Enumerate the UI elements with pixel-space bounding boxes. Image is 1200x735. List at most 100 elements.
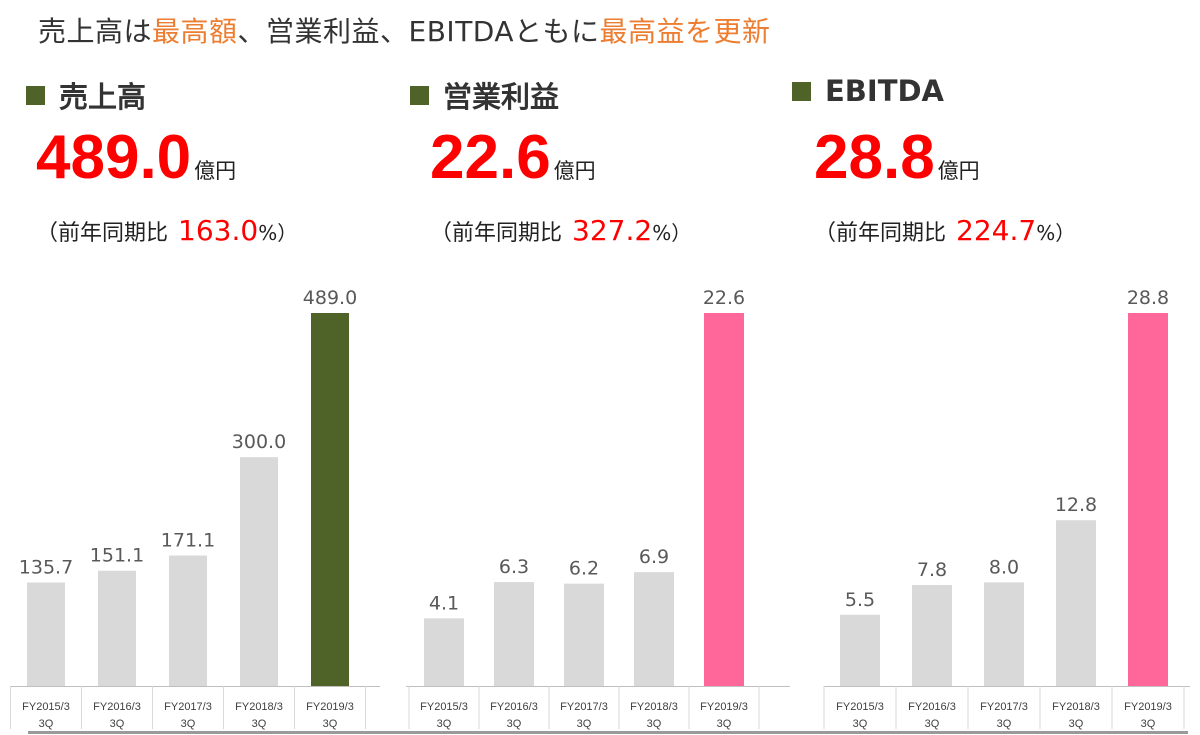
x-tick-label-line2: 3Q [39,718,54,730]
data-label: 6.2 [569,558,599,580]
yoy-value: 327.2 [572,214,653,247]
yoy-value: 224.7 [956,214,1037,247]
bottom-divider [28,731,1188,734]
bar [634,572,674,686]
data-label: 6.3 [499,556,529,578]
data-label: 300.0 [232,431,286,453]
data-label: 28.8 [1127,287,1169,309]
operating-profit-bar-chart: 4.1 FY2015/3 3Q 6.3 FY2016/3 3Q 6.2 FY2017/3 3Q 6… [406,287,790,730]
data-label: 151.1 [90,545,144,567]
metric-value: 22.6 [430,123,551,192]
data-label: 5.5 [845,589,875,611]
x-tick-label-line2: 3Q [997,718,1012,730]
x-tick-label-line2: 3Q [717,718,732,730]
metric-header: 売上高 [26,74,146,116]
x-tick-label: FY2019/3 [306,701,354,713]
data-label: 4.1 [429,592,459,614]
metric-unit: 億円 [194,159,237,183]
bar [1128,313,1168,686]
data-label: 22.6 [703,287,745,309]
metric-header: EBITDA [792,74,944,108]
data-label: 12.8 [1055,494,1097,516]
x-tick-label: FY2016/3 [490,701,538,713]
yoy-prefix: （前年同期比 [814,221,947,246]
bar [1056,520,1096,686]
yoy-value: 163.0 [178,214,259,247]
metric-value: 489.0 [36,123,192,192]
x-tick-label: FY2016/3 [908,701,956,713]
headline-value: 489.0 億円 [36,122,236,193]
data-label: 135.7 [19,556,73,578]
square-bullet-icon [26,85,45,105]
yoy-suffix: %） [1036,221,1076,245]
x-tick-label: FY2015/3 [836,701,884,713]
yoy-suffix: %） [652,221,692,245]
yoy-suffix: %） [258,221,298,245]
yoy-line: （前年同期比 163.0%） [36,214,297,247]
metric-unit: 億円 [937,159,980,183]
x-tick-label: FY2015/3 [22,701,70,713]
x-tick-label-line2: 3Q [577,718,592,730]
x-tick-label: FY2018/3 [235,701,283,713]
square-bullet-icon [410,85,429,105]
x-tick-label-line2: 3Q [252,718,267,730]
x-tick-label-line2: 3Q [181,718,196,730]
ebitda-bar-chart: 5.5 FY2015/3 3Q 7.8 FY2016/3 3Q 8.0 FY2017/3 3Q 1… [823,287,1190,730]
metric-value: 28.8 [814,123,935,192]
x-tick-label: FY2019/3 [1124,701,1172,713]
x-tick-label-line2: 3Q [110,718,125,730]
x-tick-label: FY2015/3 [420,701,468,713]
data-label: 7.8 [917,559,947,581]
x-tick-label-line2: 3Q [647,718,662,730]
title-highlight-2: 最高益を更新 [599,15,771,48]
x-tick-label: FY2017/3 [164,701,212,713]
bar [311,313,349,686]
bar [840,614,880,686]
metric-name: EBITDA [825,74,945,108]
yoy-prefix: （前年同期比 [36,221,169,246]
yoy-prefix: （前年同期比 [430,221,563,246]
metric-name: 営業利益 [443,80,560,114]
x-tick-label: FY2018/3 [630,701,678,713]
bar [424,618,464,686]
data-label: 489.0 [303,287,357,309]
x-tick-label: FY2017/3 [560,701,608,713]
headline-value: 22.6 億円 [430,122,596,193]
x-tick-label-line2: 3Q [925,718,940,730]
data-label: 8.0 [989,556,1019,578]
bar [27,582,65,686]
metric-header: 営業利益 [410,74,559,116]
x-tick-label-line2: 3Q [1141,718,1156,730]
yoy-line: （前年同期比 327.2%） [430,214,691,247]
data-label: 171.1 [161,529,215,551]
x-tick-label: FY2018/3 [1052,701,1100,713]
yoy-line: （前年同期比 224.7%） [814,214,1075,247]
page-title: 売上高は最高額、営業利益、EBITDAともに最高益を更新 [38,10,771,50]
headline-value: 28.8 億円 [814,122,980,193]
square-bullet-icon [792,81,811,101]
bar [240,457,278,686]
metric-unit: 億円 [553,159,596,183]
panel-operating-profit: 営業利益 22.6 億円 （前年同期比 327.2%） 4.1 FY2015/3 3Q 6… [398,0,793,735]
x-tick-label-line2: 3Q [1069,718,1084,730]
x-tick-label: FY2019/3 [700,701,748,713]
bar [169,555,207,686]
panel-ebitda: EBITDA 28.8 億円 （前年同期比 224.7%） 5.5 FY2015/3 3… [792,0,1200,735]
x-tick-label-line2: 3Q [853,718,868,730]
x-tick-label: FY2017/3 [980,701,1028,713]
bar [912,584,952,686]
revenue-bar-chart: 135.7 FY2015/3 3Q 151.1 FY2016/3 3Q 171.1 FY201… [10,287,380,730]
panel-revenue: 売上高 489.0 億円 （前年同期比 163.0%） 135.7 FY2015/3 3… [0,0,395,735]
x-tick-label-line2: 3Q [437,718,452,730]
data-label: 6.9 [639,546,669,568]
x-tick-label-line2: 3Q [507,718,522,730]
bar [704,313,744,686]
title-part-3: 、営業利益、EBITDAともに [237,15,600,48]
title-highlight-1: 最高額 [152,15,238,48]
title-part-1: 売上高は [38,15,153,48]
bar [98,570,136,686]
x-tick-label-line2: 3Q [323,718,338,730]
bar [564,583,604,686]
bar [494,582,534,686]
x-tick-label: FY2016/3 [93,701,141,713]
